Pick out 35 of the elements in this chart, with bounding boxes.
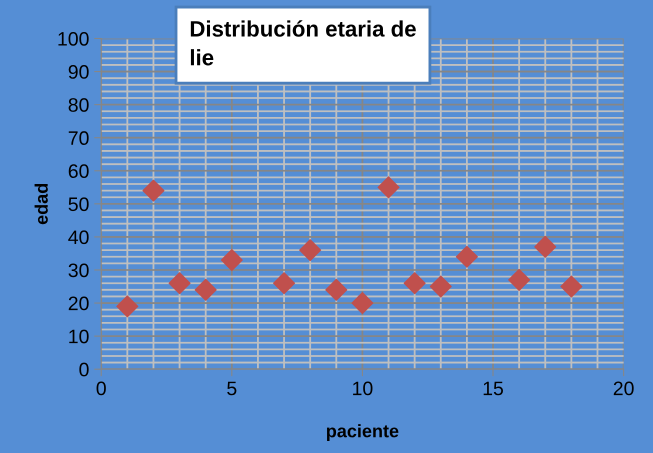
point — [194, 278, 217, 301]
y-tick-label: 70 — [68, 131, 89, 145]
y-tick-label: 30 — [68, 263, 89, 278]
point — [273, 272, 296, 294]
point — [168, 272, 191, 294]
x-axis-title: paciente — [326, 424, 398, 441]
x-tick-label: 15 — [484, 382, 504, 396]
chart-title: Distribución etaria de lie — [190, 20, 416, 66]
y-tick-label: 60 — [68, 164, 89, 178]
y-tick-label: 0 — [79, 362, 89, 376]
y-tick-label: 50 — [68, 197, 89, 212]
point — [404, 272, 426, 294]
point — [430, 276, 452, 298]
point — [142, 180, 164, 202]
y-tick-label: 100 — [58, 32, 89, 46]
x-tick-label: 20 — [614, 382, 634, 396]
y-tick-label: 90 — [68, 65, 89, 79]
x-tick-label: 10 — [353, 382, 372, 396]
point — [299, 239, 322, 262]
y-tick-label: 20 — [68, 296, 89, 310]
point — [560, 276, 582, 298]
y-tick-label: 10 — [69, 330, 89, 344]
point — [325, 278, 348, 301]
point — [351, 292, 374, 314]
point — [508, 268, 530, 291]
x-tick-label: 5 — [227, 382, 236, 396]
y-axis-title: edad — [34, 184, 48, 224]
point — [116, 295, 138, 318]
x-tick-label: 0 — [96, 382, 106, 396]
point — [220, 249, 243, 272]
y-tick-label: 40 — [68, 230, 89, 244]
point — [534, 236, 556, 258]
point — [378, 176, 400, 198]
point — [456, 246, 478, 268]
y-tick-label: 80 — [68, 98, 89, 112]
